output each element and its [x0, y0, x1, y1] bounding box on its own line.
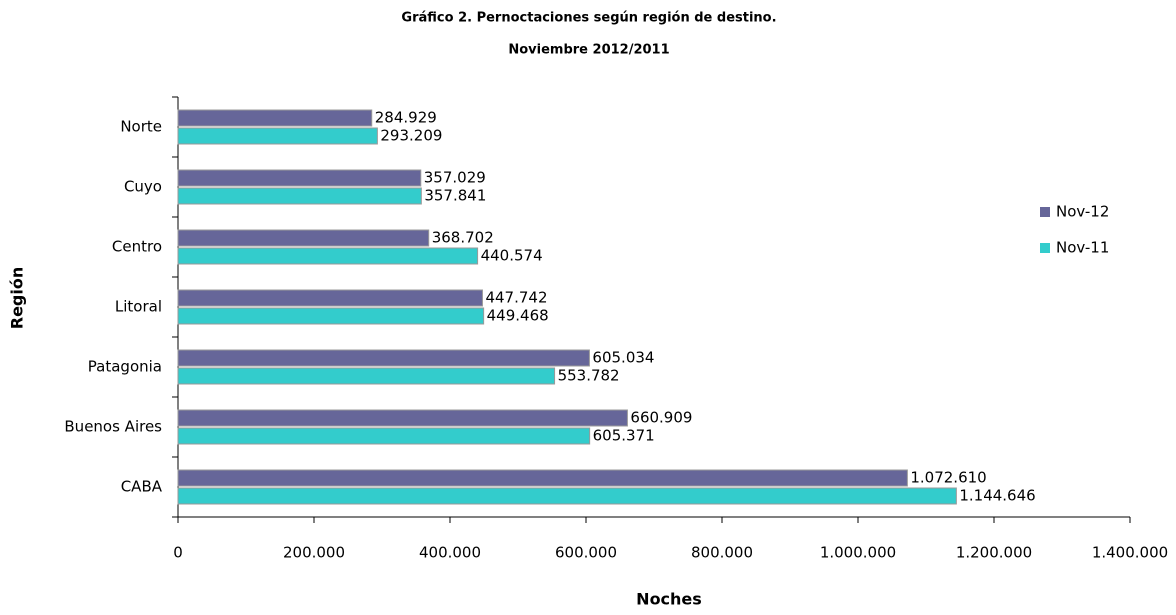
- value-label: 357.841: [424, 187, 486, 205]
- y-tick-label: Buenos Aires: [64, 418, 162, 436]
- value-label: 553.782: [558, 367, 620, 385]
- bar: [177, 247, 479, 265]
- bar: [177, 289, 483, 307]
- bar: [177, 469, 908, 487]
- value-label: 440.574: [481, 247, 543, 265]
- x-tick-label: 0: [173, 544, 183, 562]
- bar: [177, 109, 373, 127]
- y-axis-title: Región: [8, 267, 27, 330]
- value-label: 660.909: [630, 409, 692, 427]
- bar: [177, 487, 957, 505]
- x-tick-label: 200.000: [283, 544, 345, 562]
- bar: [177, 307, 485, 325]
- x-axis-title: Noches: [636, 590, 702, 609]
- bar: [177, 409, 628, 427]
- x-tick-label: 1.400.000: [1092, 544, 1168, 562]
- legend-label: Nov-12: [1056, 203, 1109, 221]
- legend-swatch: [1040, 243, 1050, 253]
- y-tick-label: Centro: [112, 238, 162, 256]
- y-tick-label: Cuyo: [124, 178, 162, 196]
- chart-subtitle: Noviembre 2012/2011: [508, 43, 669, 58]
- bar: [177, 127, 378, 145]
- bar: [177, 349, 590, 367]
- value-label: 293.209: [380, 127, 442, 145]
- bar: [177, 169, 422, 187]
- x-tick-label: 400.000: [419, 544, 481, 562]
- legend-label: Nov-11: [1056, 239, 1109, 257]
- value-label: 368.702: [432, 229, 494, 247]
- bar: [177, 427, 591, 445]
- y-tick-label: CABA: [121, 478, 163, 496]
- value-label: 1.072.610: [910, 469, 986, 487]
- value-label: 357.029: [424, 169, 486, 187]
- chart-title: Gráfico 2. Pernoctaciones según región d…: [401, 11, 776, 26]
- bar: [177, 229, 430, 247]
- x-tick-label: 1.000.000: [820, 544, 896, 562]
- bar: [177, 367, 556, 385]
- value-label: 449.468: [487, 307, 549, 325]
- bar: [177, 187, 422, 205]
- y-tick-label: Litoral: [115, 298, 162, 316]
- value-label: 447.742: [485, 289, 547, 307]
- x-tick-label: 800.000: [691, 544, 753, 562]
- x-tick-label: 600.000: [555, 544, 617, 562]
- x-tick-label: 1.200.000: [956, 544, 1032, 562]
- value-label: 1.144.646: [959, 487, 1035, 505]
- legend-swatch: [1040, 207, 1050, 217]
- value-label: 605.034: [592, 349, 654, 367]
- value-label: 605.371: [593, 427, 655, 445]
- y-tick-label: Patagonia: [88, 358, 162, 376]
- value-label: 284.929: [375, 109, 437, 127]
- y-tick-label: Norte: [120, 118, 162, 136]
